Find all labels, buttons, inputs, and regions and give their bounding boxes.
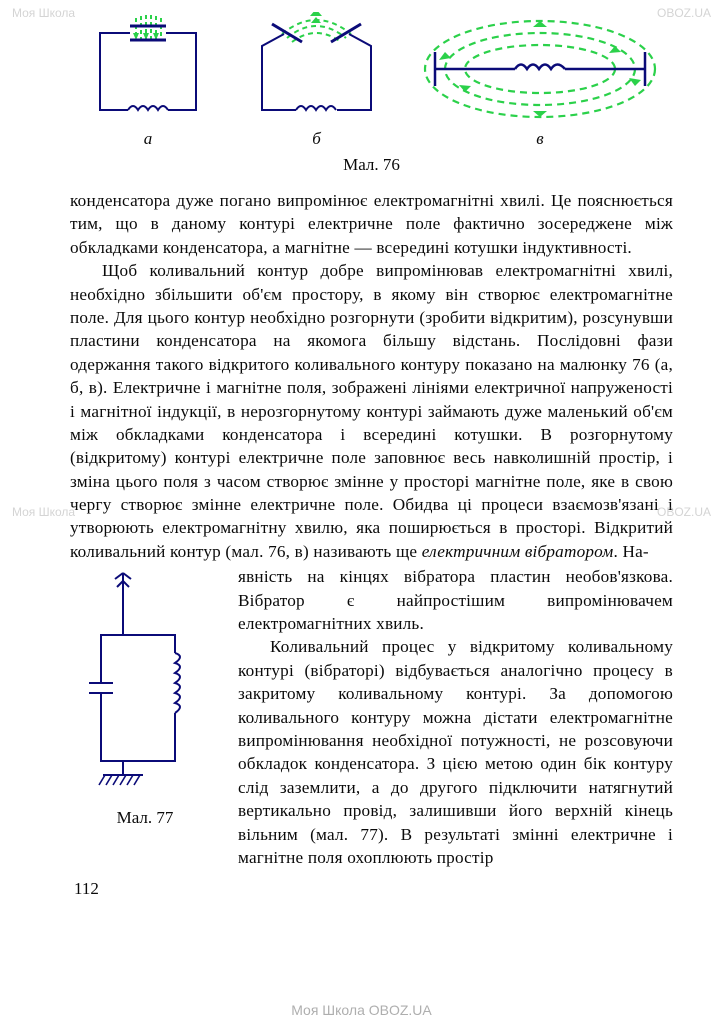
figure-76-caption: Мал. 76 bbox=[70, 155, 673, 175]
p1-tail: . На- bbox=[613, 542, 648, 561]
diagram-77-svg bbox=[75, 565, 215, 800]
wrap-paragraph-2: Коливальний процес у відкритому коливаль… bbox=[238, 635, 673, 869]
figure-76-c: в bbox=[415, 12, 665, 149]
diagram-a-svg bbox=[78, 12, 218, 127]
paragraph-1: Щоб коливальний контур добре випромінюва… bbox=[70, 259, 673, 563]
body-text-block: конденсатора дуже погано випромінює елек… bbox=[70, 189, 673, 563]
figure-76-row: а bbox=[70, 12, 673, 149]
page-number: 112 bbox=[74, 879, 673, 899]
figure-77: Мал. 77 bbox=[70, 565, 220, 869]
figure-76-b-label: б bbox=[312, 129, 321, 149]
diagram-b-svg bbox=[234, 12, 399, 127]
figure-76-a-label: а bbox=[144, 129, 153, 149]
p1-head: Щоб коливальний контур добре випромінюва… bbox=[70, 261, 673, 561]
lower-wrap-section: Мал. 77 явність на кінцях вібратора плас… bbox=[70, 565, 673, 869]
figure-76-c-label: в bbox=[536, 129, 543, 149]
diagram-c-svg bbox=[415, 12, 665, 127]
figure-76-a: а bbox=[78, 12, 218, 149]
wrapped-text: явність на кінцях вібратора пластин необ… bbox=[238, 565, 673, 869]
figure-77-caption: Мал. 77 bbox=[117, 808, 174, 828]
wrap-paragraph-1: явність на кінцях вібратора пластин необ… bbox=[238, 565, 673, 635]
paragraph-continuation: конденсатора дуже погано випромінює елек… bbox=[70, 189, 673, 259]
page-content: а bbox=[0, 0, 723, 1024]
figure-76-b: б bbox=[234, 12, 399, 149]
p1-emphasis: електричним вібратором bbox=[422, 542, 614, 561]
